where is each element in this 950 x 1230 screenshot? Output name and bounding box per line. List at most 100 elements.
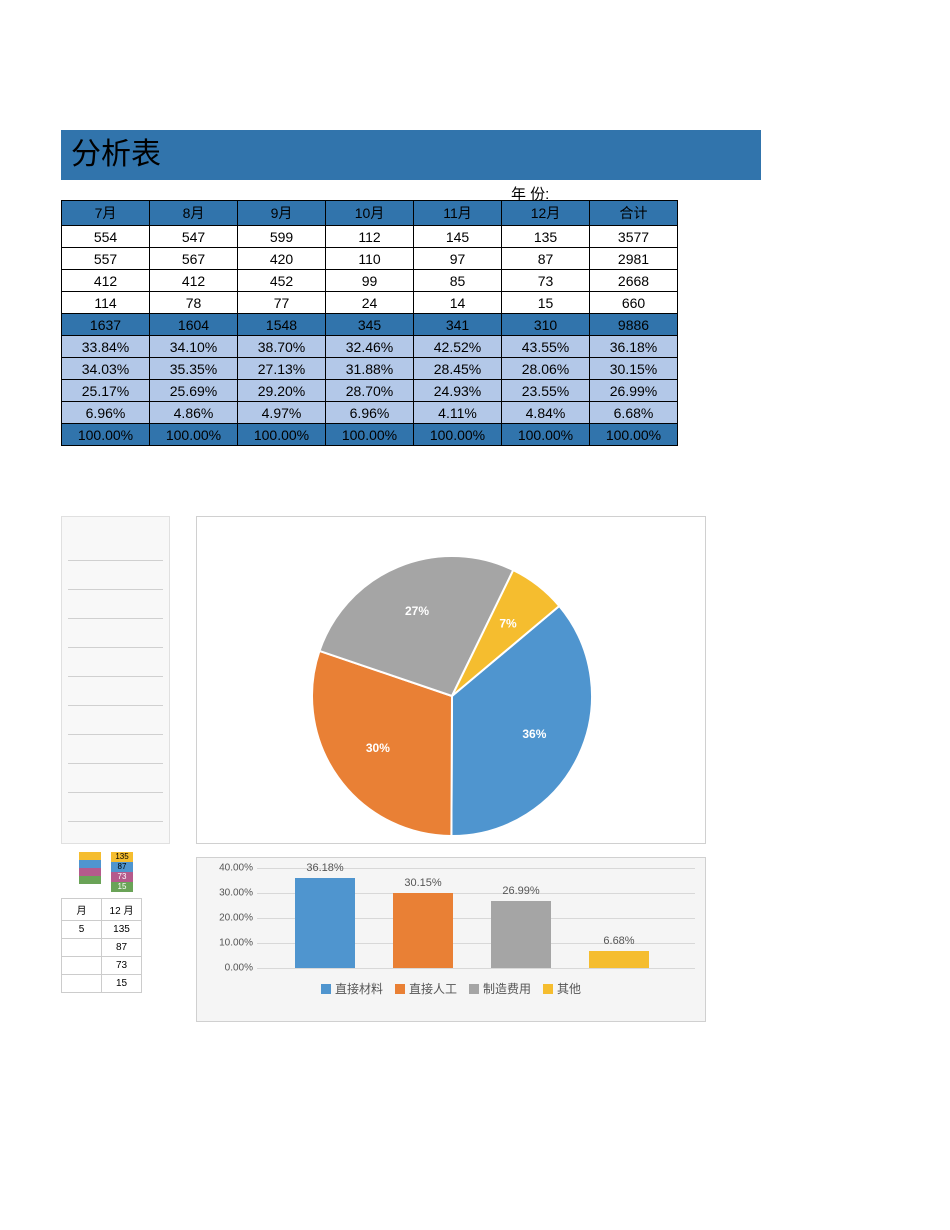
table-cell: 341 (414, 314, 502, 336)
table-cell: 4.11% (414, 402, 502, 424)
stack-segment: 15 (111, 882, 133, 892)
table-cell: 11月 (414, 201, 502, 226)
mini-table-cell (62, 975, 102, 993)
stack-segment (79, 852, 101, 860)
table-cell: 15 (502, 292, 590, 314)
table-cell: 26.99% (590, 380, 678, 402)
table-cell: 420 (238, 248, 326, 270)
legend-label: 制造费用 (483, 980, 531, 997)
table-cell: 24.93% (414, 380, 502, 402)
bar-label: 26.99% (491, 885, 551, 897)
table-cell: 38.70% (238, 336, 326, 358)
mini-table-cell: 15 (102, 975, 142, 993)
bar-label: 6.68% (589, 935, 649, 947)
table-cell: 31.88% (326, 358, 414, 380)
table-cell: 78 (150, 292, 238, 314)
table-cell: 100.00% (414, 424, 502, 446)
table-cell: 14 (414, 292, 502, 314)
table-cell: 345 (326, 314, 414, 336)
pie-svg: 36%30%27%7% (197, 531, 705, 841)
table-cell: 2981 (590, 248, 678, 270)
legend-label: 其他 (557, 980, 581, 997)
page-title-bar: 分析表 (61, 130, 761, 180)
stack-segment (79, 860, 101, 868)
legend-swatch (469, 984, 479, 994)
table-cell: 32.46% (326, 336, 414, 358)
table-cell: 112 (326, 226, 414, 248)
table-cell: 557 (62, 248, 150, 270)
bar-y-axis: 0.00%10.00%20.00%30.00%40.00% (207, 868, 255, 968)
table-cell: 35.35% (150, 358, 238, 380)
table-cell: 30.15% (590, 358, 678, 380)
bar-chart: 0.00%10.00%20.00%30.00%40.00% 36.18%30.1… (196, 857, 706, 1022)
table-cell: 135 (502, 226, 590, 248)
legend-swatch (543, 984, 553, 994)
bar: 6.68% (589, 951, 649, 968)
y-tick-label: 40.00% (219, 863, 253, 874)
table-cell: 1637 (62, 314, 150, 336)
table-cell: 567 (150, 248, 238, 270)
table-cell: 100.00% (238, 424, 326, 446)
mini-table-cell (62, 957, 102, 975)
table-cell: 1548 (238, 314, 326, 336)
table-cell: 9886 (590, 314, 678, 336)
table-cell: 12月 (502, 201, 590, 226)
pie-label: 36% (522, 727, 546, 741)
table-cell: 27.13% (238, 358, 326, 380)
pie-label: 27% (405, 604, 429, 618)
stack-segment (79, 876, 101, 884)
table-cell: 110 (326, 248, 414, 270)
y-tick-label: 30.00% (219, 888, 253, 899)
table-cell: 6.96% (62, 402, 150, 424)
mini-table-cell: 73 (102, 957, 142, 975)
table-cell: 10月 (326, 201, 414, 226)
table-cell: 34.10% (150, 336, 238, 358)
table-cell: 合计 (590, 201, 678, 226)
mini-table-cell: 12 月 (102, 899, 142, 921)
y-tick-label: 20.00% (219, 913, 253, 924)
y-tick-label: 10.00% (219, 938, 253, 949)
table-cell: 23.55% (502, 380, 590, 402)
table-cell: 43.55% (502, 336, 590, 358)
table-cell: 7月 (62, 201, 150, 226)
table-cell: 452 (238, 270, 326, 292)
bar: 30.15% (393, 893, 453, 968)
table-cell: 42.52% (414, 336, 502, 358)
table-cell: 114 (62, 292, 150, 314)
stack-segment (79, 868, 101, 876)
table-cell: 9月 (238, 201, 326, 226)
table-cell: 145 (414, 226, 502, 248)
legend-item: 直接人工 (395, 980, 457, 997)
table-cell: 28.06% (502, 358, 590, 380)
stack-mini-table: 月12 月5135877315 (61, 898, 142, 993)
analysis-table: 7月8月9月10月11月12月合计55454759911214513535775… (61, 200, 678, 446)
table-cell: 554 (62, 226, 150, 248)
table-cell: 33.84% (62, 336, 150, 358)
table-cell: 4.97% (238, 402, 326, 424)
table-cell: 100.00% (150, 424, 238, 446)
table-cell: 25.69% (150, 380, 238, 402)
table-cell: 97 (414, 248, 502, 270)
stack-segment: 73 (111, 872, 133, 882)
legend-item: 其他 (543, 980, 581, 997)
table-cell: 412 (150, 270, 238, 292)
table-cell: 310 (502, 314, 590, 336)
table-cell: 6.68% (590, 402, 678, 424)
stack-fragment: 135877315 月12 月5135877315 (61, 846, 171, 993)
table-cell: 599 (238, 226, 326, 248)
table-cell: 87 (502, 248, 590, 270)
bar-label: 30.15% (393, 877, 453, 889)
table-cell: 4.86% (150, 402, 238, 424)
table-cell: 99 (326, 270, 414, 292)
table-cell: 25.17% (62, 380, 150, 402)
chart-legend: 直接材料直接人工制造费用其他 (197, 980, 705, 997)
table-cell: 100.00% (590, 424, 678, 446)
mini-table-cell: 87 (102, 939, 142, 957)
table-cell: 4.84% (502, 402, 590, 424)
table-cell: 547 (150, 226, 238, 248)
legend-swatch (321, 984, 331, 994)
table-cell: 3577 (590, 226, 678, 248)
table-cell: 1604 (150, 314, 238, 336)
legend-swatch (395, 984, 405, 994)
table-cell: 28.45% (414, 358, 502, 380)
